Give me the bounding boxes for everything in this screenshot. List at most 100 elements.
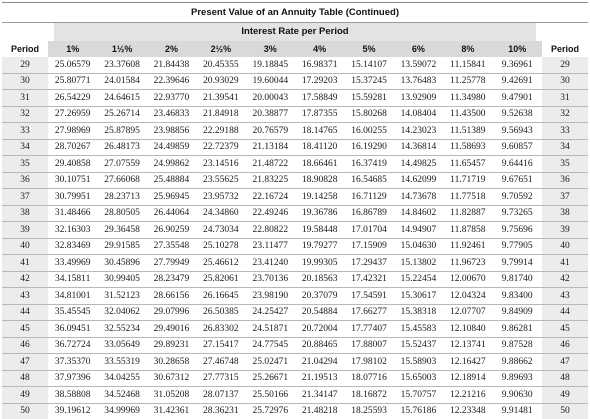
period-cell: 34	[541, 138, 588, 156]
value-cell: 25.82061	[196, 270, 246, 288]
value-cell: 14.23023	[393, 122, 444, 139]
value-cell: 14.94907	[393, 221, 444, 238]
period-cell: 39	[2, 221, 48, 238]
value-cell: 29.89231	[146, 336, 197, 354]
value-cell: 20.37079	[294, 287, 345, 304]
value-cell: 30.67312	[146, 369, 197, 387]
value-cell: 18.14765	[294, 122, 345, 139]
value-cell: 17.29203	[294, 72, 345, 90]
value-cell: 27.66068	[97, 171, 147, 189]
value-cell: 9.77905	[492, 237, 542, 255]
period-cell: 37	[541, 188, 588, 205]
period-cell: 33	[541, 122, 588, 139]
value-cell: 18.16872	[344, 386, 394, 403]
value-cell: 32.16303	[48, 221, 98, 238]
period-cell: 40	[2, 237, 48, 255]
period-cell: 48	[541, 369, 588, 387]
value-cell: 11.25778	[443, 72, 493, 90]
value-cell: 23.37608	[104, 59, 140, 70]
value-cell: 33.55319	[97, 353, 147, 370]
period-header-right: Period	[541, 41, 588, 57]
value-cell: 28.70267	[48, 138, 98, 156]
period-cell: 40	[541, 237, 588, 255]
value-cell: 15.80268	[344, 105, 394, 123]
value-cell: 18.66461	[294, 155, 345, 172]
value-cell: 29.36458	[97, 221, 147, 238]
value-cell: 15.30617	[393, 287, 444, 304]
value-cell: 29.40858	[48, 155, 98, 172]
value-cell: 9.56943	[492, 122, 542, 139]
value-cell: 17.29437	[344, 254, 394, 271]
value-cell: 16.54685	[344, 171, 394, 189]
period-cell: 46	[2, 336, 48, 354]
value-cell: 30.79951	[48, 188, 98, 205]
table-row: 38 31.48466 28.80505 26.44064 24.34860 22.492…	[2, 204, 588, 222]
value-cell: 16.98371	[301, 59, 338, 70]
value-cell: 20.93029	[196, 72, 246, 90]
value-cell: 11.77518	[443, 188, 493, 205]
value-cell: 21.48722	[245, 155, 295, 172]
table-row: 43 34.81001 31.52123 28.66156 26.16645 23.981…	[2, 287, 588, 304]
value-cell: 11.15841	[450, 59, 486, 70]
value-cell: 32.55234	[97, 320, 147, 337]
value-cell: 9.60857	[492, 138, 542, 156]
value-cell: 22.93770	[146, 89, 197, 106]
value-cell: 9.52638	[492, 105, 542, 123]
value-cell: 9.36961	[501, 59, 533, 70]
value-cell: 36.72724	[48, 336, 98, 354]
value-cell: 9.75696	[492, 221, 542, 238]
value-cell: 14.84602	[393, 204, 444, 222]
period-cell: 34	[2, 138, 48, 156]
value-cell: 24.73034	[196, 221, 246, 238]
value-cell: 14.62099	[393, 171, 444, 189]
period-cell: 50	[2, 402, 48, 419]
value-cell: 28.66156	[146, 287, 197, 304]
table-title: Present Value of an Annuity Table (Conti…	[2, 3, 588, 23]
value-cell: 25.26714	[97, 105, 147, 123]
value-cell: 17.88007	[344, 336, 394, 354]
value-cell: 11.43500	[443, 105, 493, 123]
value-cell: 11.82887	[443, 204, 493, 222]
value-cell: 9.88662	[492, 353, 542, 370]
value-cell: 9.87528	[492, 336, 542, 354]
value-cell: 16.37419	[344, 155, 394, 172]
value-cell: 9.86281	[492, 320, 542, 337]
period-cell: 43	[541, 287, 588, 304]
value-cell: 25.72976	[245, 402, 295, 419]
value-cell: 15.70757	[393, 386, 444, 403]
value-cell: 19.36786	[294, 204, 345, 222]
period-cell: 35	[2, 155, 48, 172]
value-cell: 27.98969	[48, 122, 98, 139]
value-cell: 24.01584	[97, 72, 147, 90]
value-cell: 21.84438	[153, 59, 190, 70]
value-cell: 9.67651	[492, 171, 542, 189]
value-cell: 17.42321	[344, 270, 394, 288]
rate-header-1: 1½%	[97, 41, 147, 57]
value-cell: 12.21216	[443, 386, 493, 403]
value-cell: 27.77315	[196, 369, 246, 387]
value-cell: 20.54884	[294, 303, 345, 321]
value-cell: 17.54591	[344, 287, 394, 304]
period-cell: 41	[541, 254, 588, 271]
value-cell: 22.49246	[245, 204, 295, 222]
table-row: 50 39.19612 34.99969 31.42361 28.36231 25.729…	[2, 402, 588, 419]
value-cell: 25.50166	[245, 386, 295, 403]
value-cell: 15.22454	[393, 270, 444, 288]
value-cell: 9.89693	[492, 369, 542, 387]
value-cell: 20.45355	[203, 59, 239, 70]
value-cell: 12.16427	[443, 353, 493, 370]
period-cell: 31	[2, 89, 48, 106]
table-subtitle: Interest Rate per Period	[54, 23, 536, 41]
period-cell: 36	[2, 171, 48, 189]
value-cell: 9.84909	[492, 303, 542, 321]
value-cell: 17.87355	[294, 105, 345, 123]
value-cell: 22.29188	[196, 122, 246, 139]
value-cell: 9.42691	[492, 72, 542, 90]
period-cell: 35	[541, 155, 588, 172]
value-cell: 25.26671	[245, 369, 295, 387]
period-cell: 44	[2, 303, 48, 321]
value-cell: 21.34147	[294, 386, 345, 403]
value-cell: 34.52468	[97, 386, 147, 403]
value-cell: 21.39541	[196, 89, 246, 106]
value-cell: 13.76483	[393, 72, 444, 90]
